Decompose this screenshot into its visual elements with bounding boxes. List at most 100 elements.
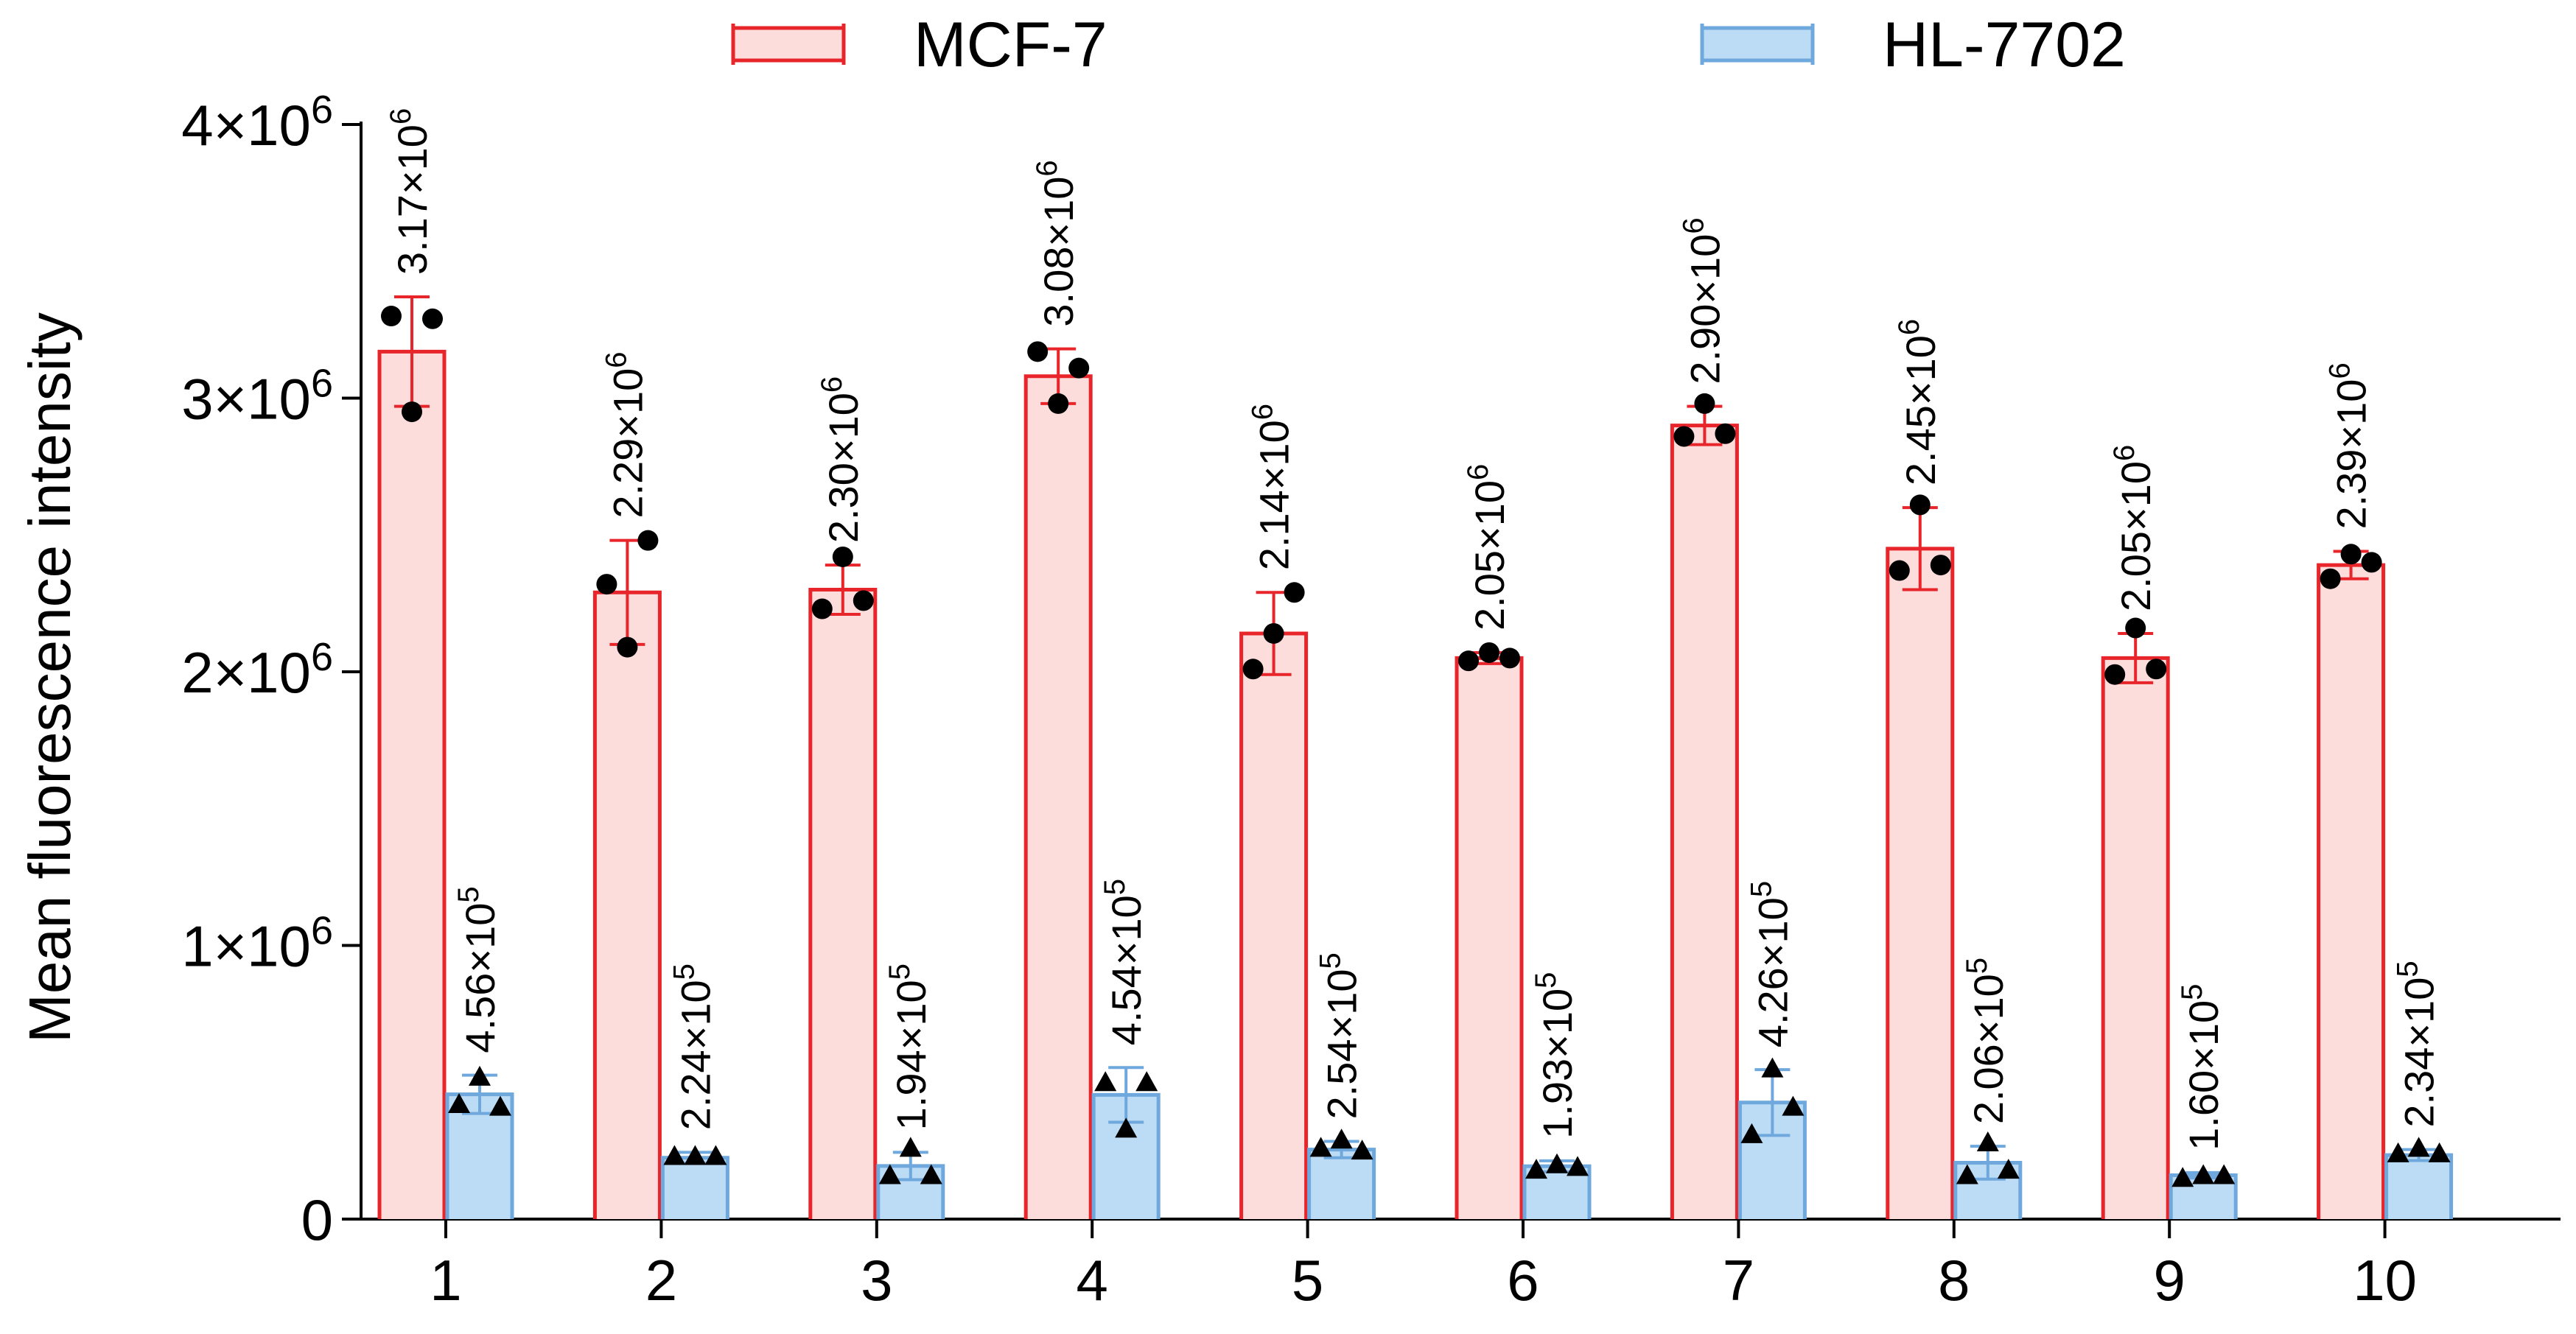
data-label: 1.60×105 <box>2176 984 2227 1151</box>
data-label: 2.06×105 <box>1961 958 2012 1124</box>
data-point <box>2320 568 2341 589</box>
data-label: 2.54×105 <box>1315 952 1365 1119</box>
data-point <box>1309 1137 1332 1157</box>
data-point <box>2361 552 2382 573</box>
data-label: 1.94×105 <box>883 963 934 1130</box>
bar <box>1457 658 1522 1219</box>
data-label: 2.45×106 <box>1893 319 1944 485</box>
data-point <box>704 1145 727 1165</box>
y-tick-label: 2×106 <box>181 635 333 705</box>
data-label: 2.29×106 <box>600 351 651 518</box>
data-point <box>1694 393 1715 414</box>
data-label: 2.34×105 <box>2392 961 2443 1127</box>
data-point <box>1889 560 1910 581</box>
data-point <box>1525 1159 1547 1179</box>
data-point <box>469 1065 491 1086</box>
data-point <box>1715 423 1736 444</box>
bar <box>662 1157 728 1219</box>
data-point <box>402 401 422 423</box>
data-point <box>1330 1128 1353 1149</box>
data-point <box>663 1145 686 1165</box>
data-point <box>2340 544 2362 565</box>
data-points <box>381 306 2451 1187</box>
data-point <box>811 598 833 619</box>
data-label: 2.05×106 <box>1462 464 1513 631</box>
data-point <box>617 636 638 658</box>
data-point <box>1567 1156 1589 1176</box>
data-point <box>1997 1159 2020 1179</box>
legend-swatch <box>1702 28 1813 60</box>
data-point <box>1976 1131 1999 1151</box>
x-tick-label: 6 <box>1507 1248 1539 1313</box>
data-point <box>2428 1142 2451 1162</box>
data-point <box>489 1095 511 1116</box>
bar <box>1887 548 1953 1219</box>
data-point <box>1956 1164 1978 1184</box>
data-point <box>1930 555 1951 576</box>
y-tick-label: 4×106 <box>181 88 333 158</box>
bar <box>1241 633 1306 1219</box>
x-tick-label: 1 <box>430 1248 461 1313</box>
legend-swatch <box>733 28 844 60</box>
data-label: 4.56×105 <box>452 886 503 1053</box>
data-point <box>596 574 617 595</box>
data-point <box>1027 341 1049 362</box>
data-label: 4.26×105 <box>1745 881 1796 1047</box>
data-point <box>2213 1164 2236 1184</box>
data-point <box>2387 1142 2409 1162</box>
x-tick-label: 3 <box>861 1248 892 1313</box>
data-point <box>637 530 659 551</box>
x-tick-label: 2 <box>645 1248 677 1313</box>
value-labels: 3.17×106 2.29×106 2.30×106 3.08×106 2.14×106… <box>385 108 2443 1151</box>
x-tick-label: 4 <box>1077 1248 1108 1313</box>
data-label: 4.54×105 <box>1099 879 1149 1045</box>
y-axis-label: Mean fluorescence intensity <box>17 312 83 1043</box>
data-label: 1.93×105 <box>1530 972 1581 1139</box>
data-point <box>920 1164 942 1184</box>
data-point <box>1782 1095 1805 1116</box>
data-label: 2.30×106 <box>816 376 867 543</box>
y-tick-label: 0 <box>301 1187 333 1252</box>
data-label: 2.24×105 <box>668 963 718 1130</box>
data-point <box>381 306 402 327</box>
bar <box>2103 658 2169 1219</box>
data-point <box>2104 664 2126 685</box>
data-point <box>899 1137 922 1157</box>
data-point <box>684 1145 707 1165</box>
data-point <box>2407 1137 2430 1157</box>
data-point <box>1499 647 1520 669</box>
x-tick-label: 5 <box>1292 1248 1323 1313</box>
data-point <box>1479 642 1499 663</box>
x-axis: 1 2 3 4 5 6 7 8 9 10 <box>361 1218 2561 1313</box>
data-label: 2.05×106 <box>2108 445 2159 611</box>
bar <box>2386 1155 2451 1219</box>
y-tick-label: 3×106 <box>181 362 333 432</box>
data-point <box>1761 1057 1784 1078</box>
data-label: 2.14×106 <box>1247 404 1298 570</box>
data-point <box>1909 494 1931 516</box>
data-label: 2.39×106 <box>2324 362 2375 529</box>
data-label: 2.90×106 <box>1677 217 1728 384</box>
data-point <box>2146 659 2167 680</box>
legend: MCF-7 HL-7702 <box>731 10 2126 80</box>
legend-swatch-outline <box>731 24 846 65</box>
y-tick-label: 1×106 <box>181 909 333 979</box>
data-point <box>1115 1117 1138 1138</box>
bar <box>595 592 660 1219</box>
x-tick-label: 10 <box>2353 1248 2417 1313</box>
data-point <box>2171 1167 2194 1187</box>
x-tick-label: 9 <box>2154 1248 2185 1313</box>
y-axis: 0 1×106 2×106 3×106 4×106 <box>181 88 363 1252</box>
data-point <box>1242 659 1264 680</box>
data-point <box>1284 582 1305 603</box>
legend-label: MCF-7 <box>914 10 1107 80</box>
legend-label: HL-7702 <box>1883 10 2126 80</box>
bar <box>810 589 875 1219</box>
data-label: 3.08×106 <box>1031 160 1082 326</box>
data-point <box>1351 1140 1373 1160</box>
x-tick-label: 7 <box>1723 1248 1754 1313</box>
x-tick-label: 8 <box>1938 1248 1970 1313</box>
data-point <box>1263 622 1284 644</box>
data-point <box>1673 426 1695 447</box>
